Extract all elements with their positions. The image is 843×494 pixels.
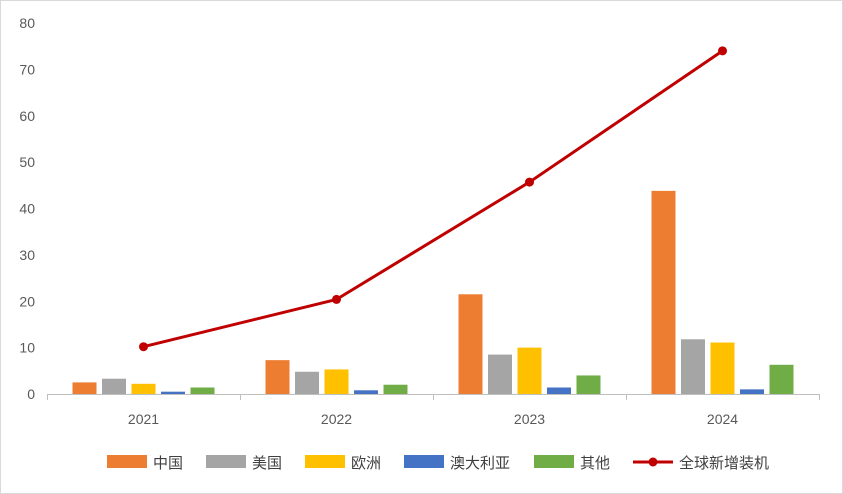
legend: 中国 美国 欧洲 澳大利亚 其他 全球新增装机	[107, 454, 769, 472]
bar-2023-4	[576, 375, 601, 394]
bar-2024-0	[651, 190, 676, 394]
y-tick-label: 70	[19, 61, 35, 77]
bar-2023-2	[517, 347, 542, 394]
legend-label: 中国	[153, 454, 183, 472]
y-tick-label: 50	[19, 154, 35, 170]
legend-swatch	[305, 455, 345, 468]
bar-2022-4	[383, 384, 408, 394]
y-tick-label: 10	[19, 340, 35, 356]
bar-2024-4	[769, 364, 794, 394]
legend-label: 全球新增装机	[679, 454, 769, 472]
legend-swatch	[206, 455, 246, 468]
y-tick-label: 0	[27, 386, 35, 402]
legend-item: 中国	[107, 454, 183, 472]
legend-swatch-marker	[648, 457, 658, 467]
bar-2024-1	[681, 339, 705, 394]
bar-2021-4	[190, 387, 215, 394]
x-tick-label: 2024	[707, 411, 738, 427]
bar-2021-1	[102, 378, 126, 394]
bar-2022-3	[354, 390, 378, 394]
legend-swatch	[534, 455, 574, 468]
y-tick-label: 60	[19, 108, 35, 124]
bar-2021-0	[72, 382, 97, 394]
legend-item: 欧洲	[305, 454, 381, 472]
y-tick-label: 30	[19, 247, 35, 263]
legend-item: 全球新增装机	[633, 454, 769, 472]
bars-group	[72, 190, 794, 394]
line-point	[718, 46, 727, 56]
line-path	[143, 49, 724, 349]
legend-label: 美国	[252, 454, 282, 472]
bar-2022-0	[265, 360, 290, 394]
legend-swatch	[404, 455, 444, 468]
bar-2024-3	[740, 389, 764, 394]
x-tick-label: 2022	[321, 411, 352, 427]
line-point	[139, 342, 148, 352]
legend-swatch	[107, 455, 147, 468]
legend-label: 欧洲	[351, 454, 381, 472]
bar-2023-1	[488, 354, 512, 394]
y-tick-label: 80	[19, 15, 35, 31]
bar-2021-3	[161, 391, 185, 394]
line-point	[332, 294, 341, 304]
bar-2022-2	[324, 369, 349, 394]
y-tick-label: 40	[19, 201, 35, 217]
legend-label: 其他	[580, 454, 610, 472]
legend-item: 美国	[206, 454, 282, 472]
bar-2024-2	[710, 342, 735, 394]
legend-item: 其他	[534, 454, 610, 472]
y-axis: 0 10 20 30 40 50 60 70 80	[19, 15, 35, 402]
bar-2022-1	[295, 371, 319, 394]
bar-2023-0	[458, 294, 483, 394]
x-axis: 2021 2022 2023 2024	[47, 394, 820, 427]
y-tick-label: 20	[19, 293, 35, 309]
bar-2021-2	[131, 383, 156, 394]
legend-item: 澳大利亚	[404, 454, 510, 472]
x-tick-label: 2021	[128, 411, 159, 427]
line-point	[525, 177, 534, 187]
legend-label: 澳大利亚	[450, 454, 510, 472]
line-series-group	[139, 46, 727, 352]
bar-2023-3	[547, 387, 571, 394]
x-tick-label: 2023	[514, 411, 545, 427]
